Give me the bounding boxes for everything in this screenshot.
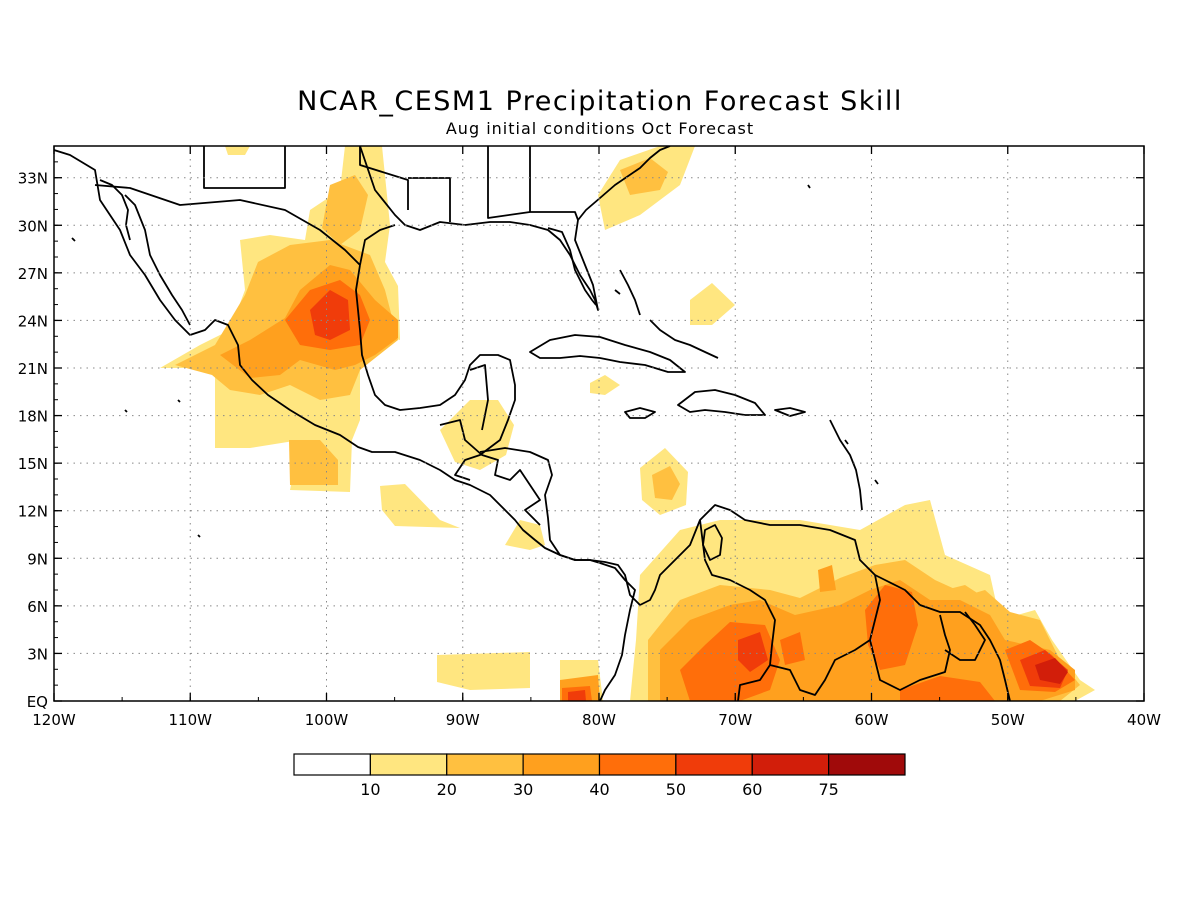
colorbar-swatch <box>446 753 524 776</box>
pacific-coastline <box>54 149 636 701</box>
colorbar-swatch <box>293 753 371 776</box>
axes: 120W 110W 100W 90W 80W 70W 60W 50W 40W EQ 3N 6N 9N 12… <box>18 145 1161 729</box>
colorbar-swatch <box>751 753 830 776</box>
x-tick-label: 70W <box>718 711 752 729</box>
south-america-borders <box>699 519 776 701</box>
colorbar-label: 40 <box>589 780 609 799</box>
colorbar-label: 75 <box>818 780 838 799</box>
y-tick-label: 33N <box>18 170 48 188</box>
baja-peninsula <box>124 194 191 326</box>
x-tick-label: 90W <box>446 711 480 729</box>
chart-title: NCAR_CESM1 Precipitation Forecast Skill <box>297 86 903 117</box>
cuba-island <box>529 334 686 373</box>
x-tick-label: 80W <box>582 711 616 729</box>
colorbar-swatch <box>522 753 601 776</box>
chart-subtitle: Aug initial conditions Oct Forecast <box>445 119 755 138</box>
x-tick-label: 110W <box>169 711 213 729</box>
y-tick-label: 30N <box>18 217 48 235</box>
y-tick-label: 21N <box>18 360 48 378</box>
y-tick-label: 18N <box>18 408 48 426</box>
y-tick-label: 3N <box>27 645 48 663</box>
colorbar-swatch <box>828 753 906 776</box>
y-tick-label: EQ <box>27 693 48 711</box>
x-tick-label: 100W <box>305 711 349 729</box>
x-tick-label: 120W <box>32 711 76 729</box>
colorbar-swatch <box>598 753 677 776</box>
y-tick-label: 9N <box>27 550 48 568</box>
y-tick-label: 15N <box>18 455 48 473</box>
gulf-of-mexico-coastline <box>359 146 671 311</box>
colorbar-swatch <box>675 753 753 776</box>
skill-shading <box>160 146 1095 701</box>
colorbar-swatch <box>369 753 448 776</box>
colorbar-label: 50 <box>666 780 686 799</box>
puerto-rico-island <box>774 407 806 417</box>
colorbar-label: 10 <box>360 780 380 799</box>
colorbar-label: 30 <box>513 780 533 799</box>
y-tick-label: 12N <box>18 503 48 521</box>
us-mexico-border <box>94 184 361 266</box>
colorbar-label: 20 <box>437 780 457 799</box>
colorbar-label: 60 <box>742 780 762 799</box>
y-tick-label: 6N <box>27 598 48 616</box>
florida-peninsula <box>547 227 597 306</box>
hispaniola-island <box>677 389 766 416</box>
x-tick-label: 50W <box>991 711 1025 729</box>
jamaica-island <box>624 407 656 419</box>
y-tick-label: 24N <box>18 312 48 330</box>
x-tick-label: 60W <box>855 711 889 729</box>
x-tick-label: 40W <box>1127 711 1161 729</box>
caribbean-central-america-coast <box>479 447 1011 701</box>
y-tick-label: 27N <box>18 265 48 283</box>
colorbar: 10 20 30 40 50 60 75 <box>293 753 906 799</box>
skill-contour-60-75 <box>1035 658 1068 684</box>
grid-lines <box>54 146 1144 701</box>
